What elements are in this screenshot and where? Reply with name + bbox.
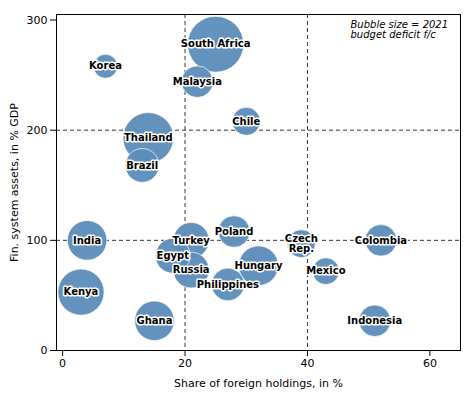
svg-text:Turkey: Turkey (172, 235, 210, 246)
svg-text:100: 100 (27, 234, 48, 247)
svg-text:Philippines: Philippines (197, 279, 259, 290)
svg-text:40: 40 (300, 357, 314, 370)
svg-text:Korea: Korea (89, 60, 122, 71)
svg-text:Bubble size = 2021budget defic: Bubble size = 2021budget deficit f/c (351, 19, 449, 40)
svg-text:Egypt: Egypt (157, 250, 190, 261)
svg-text:0: 0 (41, 344, 48, 357)
svg-text:Kenya: Kenya (64, 286, 99, 297)
svg-text:Poland: Poland (215, 226, 254, 237)
svg-text:20: 20 (178, 357, 192, 370)
svg-text:Chile: Chile (232, 116, 260, 127)
svg-text:Colombia: Colombia (355, 235, 407, 246)
svg-text:Thailand: Thailand (124, 132, 173, 143)
svg-text:South Africa: South Africa (181, 38, 251, 49)
svg-text:India: India (73, 235, 101, 246)
svg-text:Malaysia: Malaysia (173, 76, 222, 87)
svg-text:0: 0 (59, 357, 66, 370)
svg-text:Share of foreign holdings, in: Share of foreign holdings, in % (174, 377, 343, 390)
svg-text:Hungary: Hungary (235, 260, 283, 271)
svg-text:200: 200 (27, 124, 48, 137)
svg-text:Brazil: Brazil (126, 160, 158, 171)
svg-text:Ghana: Ghana (136, 315, 172, 326)
svg-text:Russia: Russia (173, 264, 210, 275)
svg-text:Indonesia: Indonesia (347, 315, 402, 326)
svg-text:Mexico: Mexico (306, 265, 346, 276)
svg-text:60: 60 (423, 357, 437, 370)
svg-text:CzechRep.: CzechRep. (285, 233, 318, 254)
svg-text:Fin. system assets, in % GDP: Fin. system assets, in % GDP (8, 103, 21, 262)
svg-text:300: 300 (27, 14, 48, 27)
